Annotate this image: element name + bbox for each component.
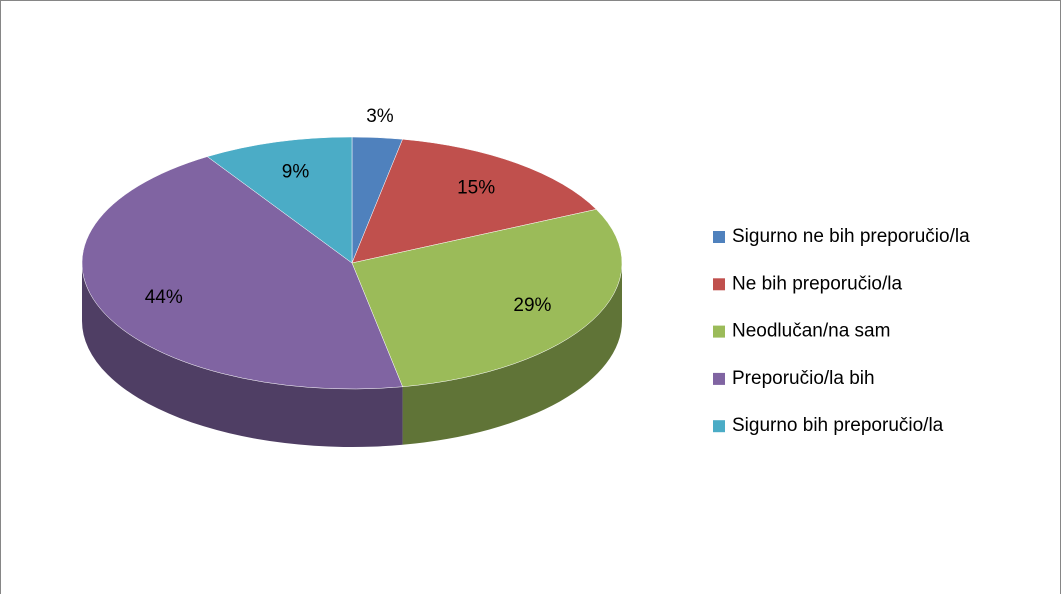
legend-label: Neodlučan/na sam	[732, 321, 890, 342]
slice	[351, 138, 597, 264]
slice	[206, 136, 353, 264]
data-label: 3%	[366, 106, 394, 127]
legend-label: Preporučio/la bih	[732, 368, 875, 389]
data-label: 29%	[513, 295, 551, 316]
legend-swatch	[713, 372, 725, 385]
legend-swatch	[713, 325, 725, 338]
legend-swatch	[713, 231, 725, 243]
legend-label: Sigurno ne bih preporučio/la	[732, 226, 970, 247]
slice-side	[402, 263, 622, 445]
data-label: 44%	[145, 287, 183, 308]
data-label: 9%	[282, 161, 310, 182]
slice-side	[82, 263, 403, 447]
legend-swatch	[713, 278, 725, 291]
legend-swatch	[713, 420, 725, 433]
legend-label: Sigurno bih preporučio/la	[732, 415, 944, 436]
data-label: 15%	[457, 177, 495, 198]
slice	[81, 156, 403, 390]
slice	[351, 209, 623, 388]
legend-label: Ne bih preporučio/la	[732, 273, 902, 294]
